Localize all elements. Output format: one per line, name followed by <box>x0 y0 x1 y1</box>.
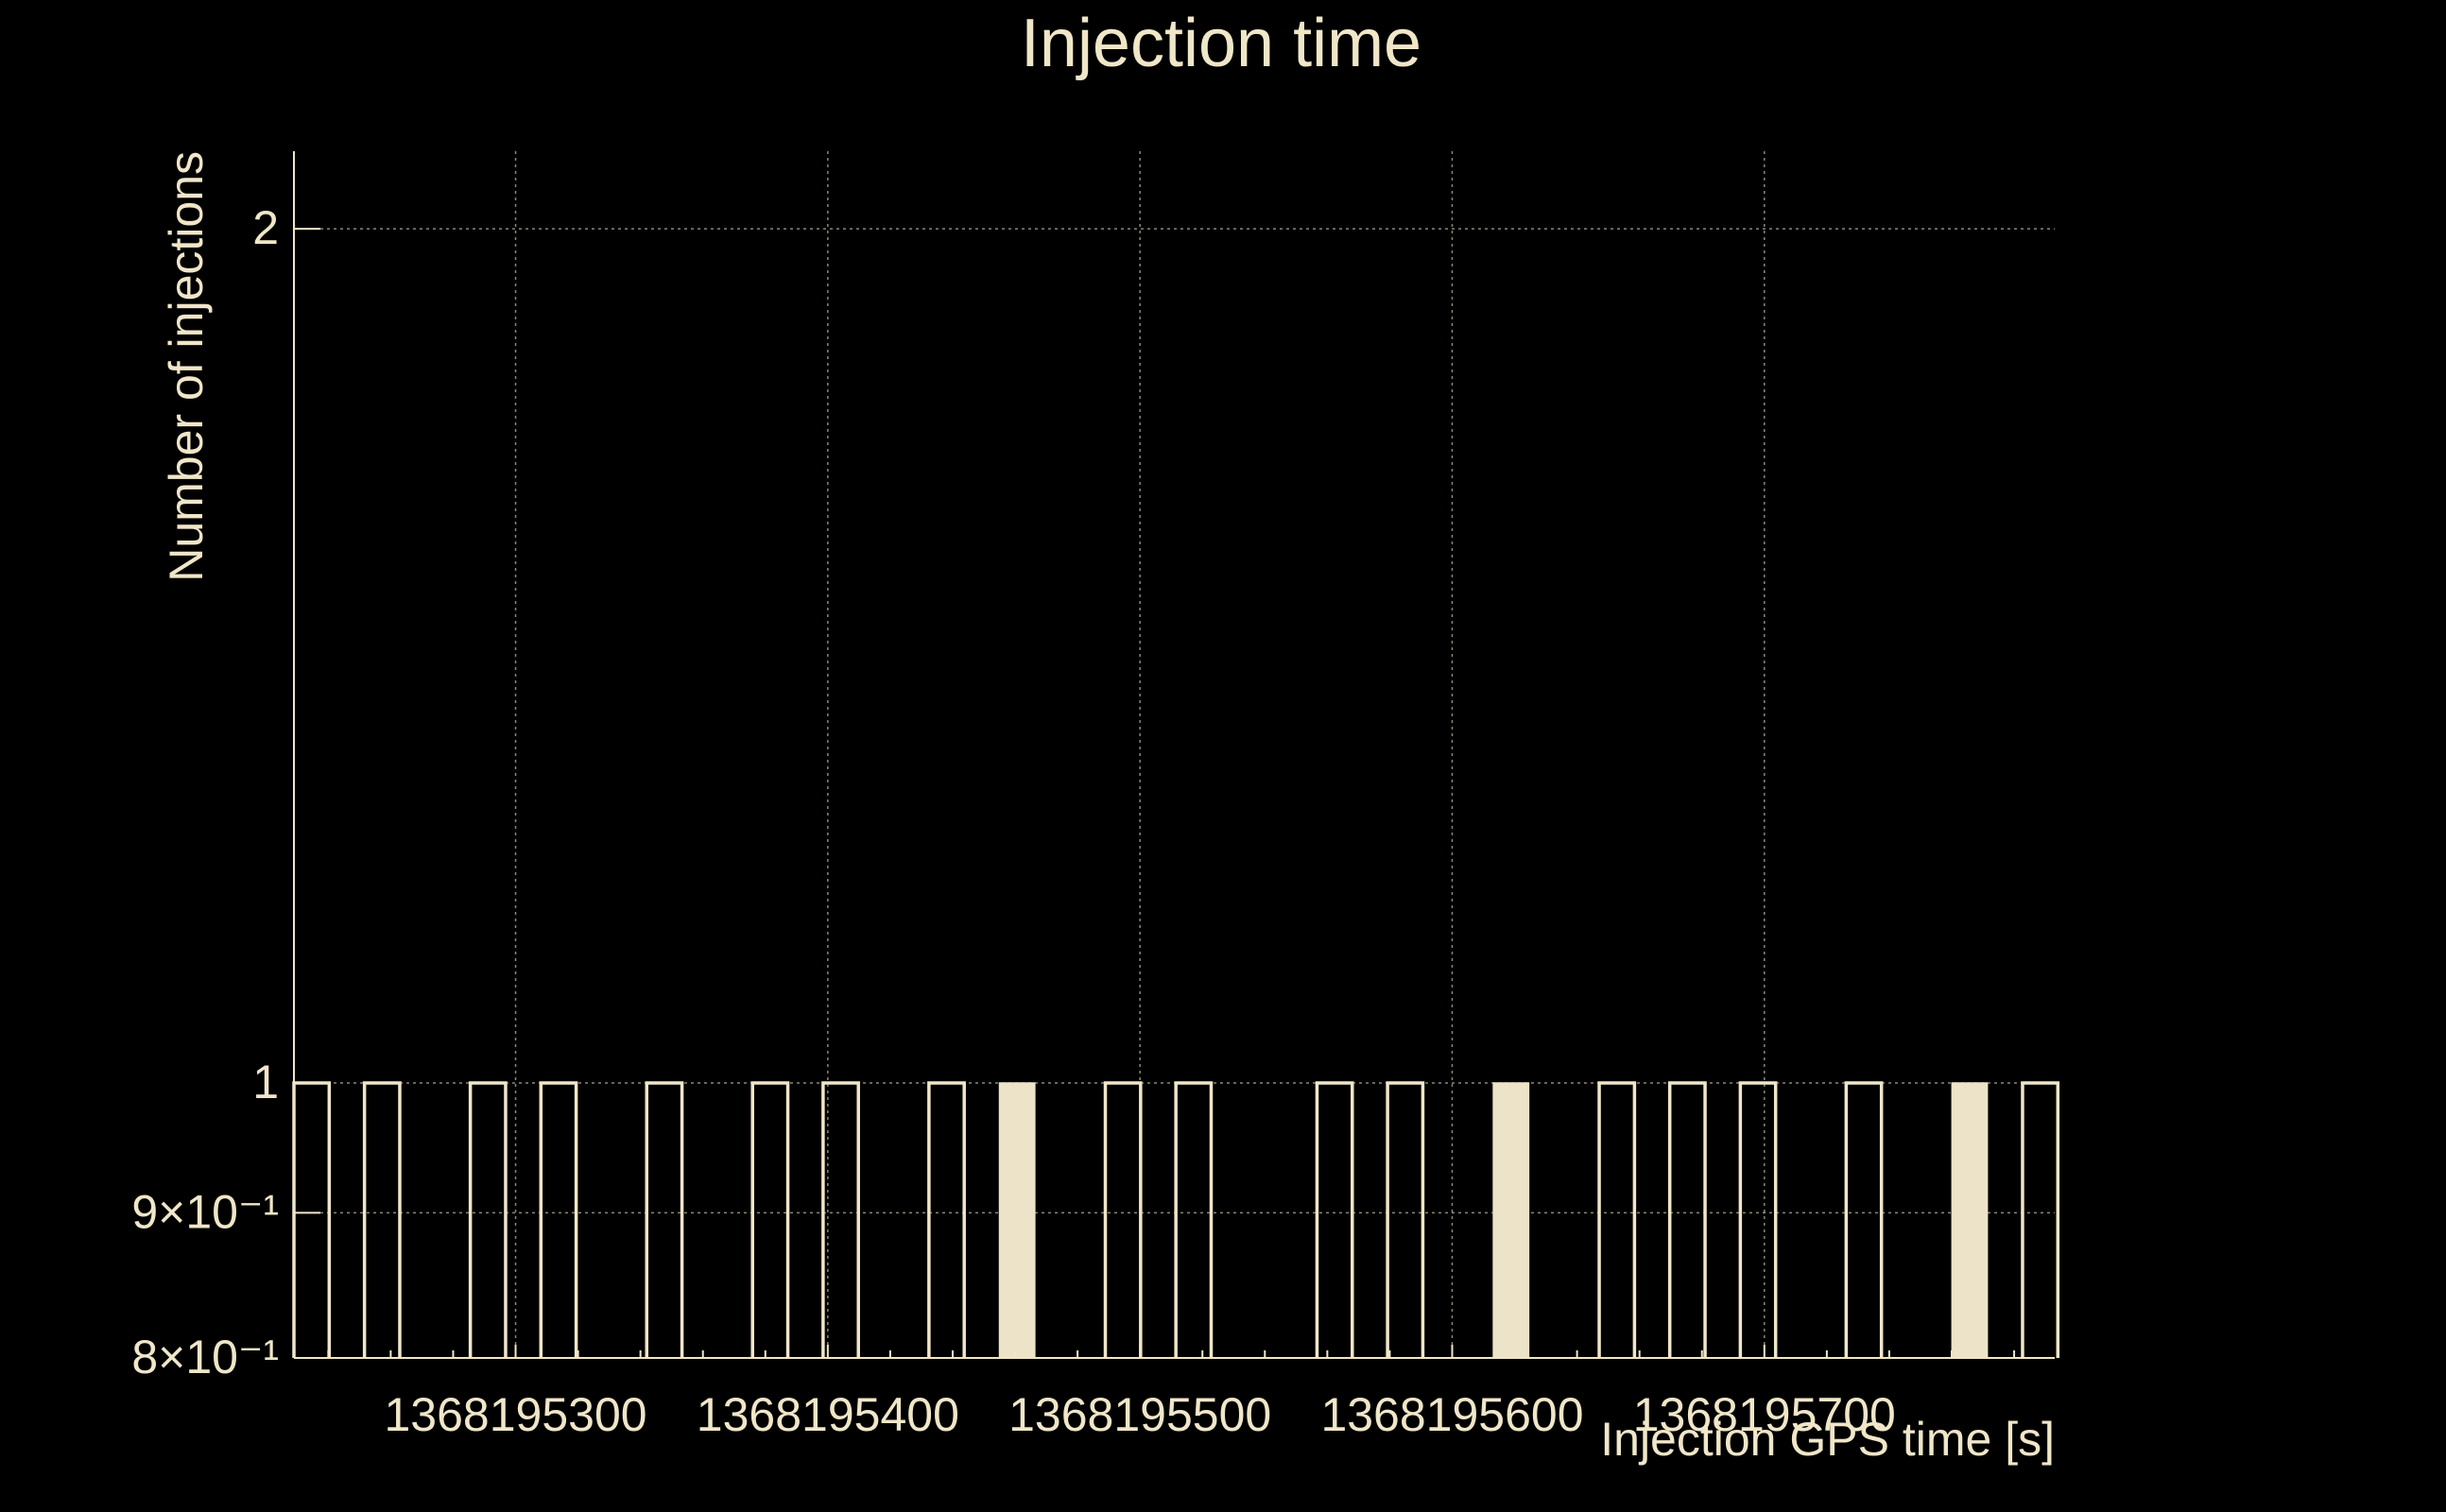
histogram-bar <box>1103 1081 1143 1358</box>
y-axis-label: Number of injections <box>160 151 213 582</box>
histogram-bar <box>645 1081 684 1358</box>
histogram-bar-filled <box>998 1082 1036 1359</box>
x-tick-label: 1368195400 <box>697 1388 959 1441</box>
chart-title: Injection time <box>1021 6 1421 81</box>
histogram-bar <box>539 1081 578 1358</box>
histogram-bar <box>1667 1081 1707 1358</box>
y-tick-label: 8×10⁻¹ <box>131 1331 279 1383</box>
histogram-bar <box>2021 1081 2060 1358</box>
x-axis-ticks: 1368195300 1368195400 1368195500 1368195600… <box>327 1345 2016 1441</box>
histogram-bar <box>750 1081 790 1358</box>
y-tick-label: 1 <box>252 1056 279 1108</box>
histogram-bar <box>362 1081 402 1358</box>
x-tick-label: 1368195300 <box>384 1388 646 1441</box>
axes <box>293 151 2055 1359</box>
x-tick-label: 1368195600 <box>1320 1388 1583 1441</box>
histogram-bar <box>927 1081 966 1358</box>
histogram-bar <box>1386 1081 1425 1358</box>
histogram-bar-filled <box>1951 1082 1989 1359</box>
histogram-bar <box>821 1081 860 1358</box>
x-tick-label: 1368195500 <box>1008 1388 1271 1441</box>
histogram-bar <box>292 1081 332 1358</box>
histogram-bar <box>468 1081 508 1358</box>
y-axis-ticks: 2 1 9×10⁻¹ 8×10⁻¹ <box>131 201 320 1383</box>
histogram-bar <box>1844 1081 1884 1358</box>
x-tick-label: 1368195700 <box>1633 1388 1896 1441</box>
y-tick-label: 9×10⁻¹ <box>131 1185 279 1238</box>
histogram-bar <box>1738 1081 1778 1358</box>
bars <box>292 1081 2060 1359</box>
histogram-bar-filled <box>1492 1082 1530 1359</box>
y-tick-label: 2 <box>252 201 279 254</box>
histogram-bar <box>1597 1081 1637 1358</box>
histogram-bar <box>1174 1081 1214 1358</box>
x-axis-label: Injection GPS time [s] <box>1600 1413 2055 1466</box>
histogram-bar <box>1315 1081 1354 1358</box>
